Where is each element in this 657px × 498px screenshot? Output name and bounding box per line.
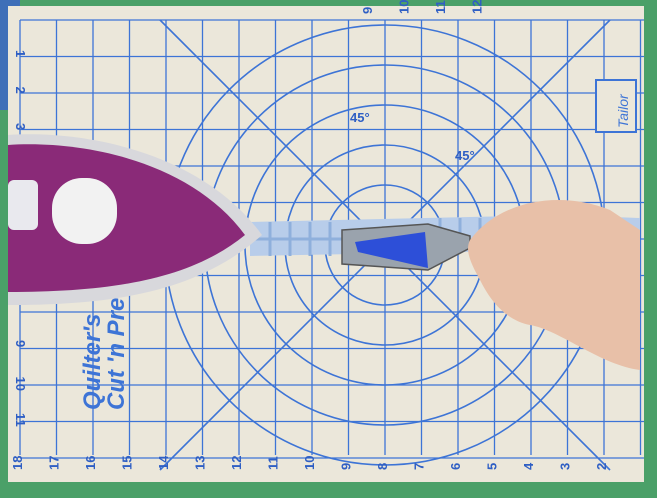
logo: Tailor: [615, 93, 631, 128]
bottom-ruler-number: 4: [521, 462, 536, 470]
left-ruler-number: 2: [13, 87, 28, 94]
bottom-ruler-number: 8: [375, 463, 390, 470]
left-ruler-number: 10: [13, 377, 28, 391]
top-ruler-number: 11: [433, 0, 448, 14]
bottom-ruler-number: 12: [229, 456, 244, 470]
left-ruler-number: 11: [13, 413, 28, 427]
bias-maker-handle: [355, 232, 428, 268]
bottom-ruler-number: 5: [485, 463, 500, 470]
top-ruler-number: 12: [470, 0, 485, 14]
bottom-ruler-number: 16: [83, 456, 98, 470]
left-ruler-number: 9: [13, 340, 28, 347]
bottom-ruler-number: 17: [47, 456, 62, 470]
bottom-ruler-number: 6: [448, 463, 463, 470]
hand: [468, 200, 640, 370]
left-ruler-number: 1: [13, 50, 28, 57]
brand-line: Quilter's: [79, 314, 106, 410]
bottom-ruler-number: 14: [156, 455, 171, 470]
bottom-ruler-number: 18: [10, 456, 25, 470]
iron-body: [8, 144, 245, 292]
bottom-ruler-number: 2: [594, 463, 609, 470]
bottom-ruler-number: 7: [412, 463, 427, 470]
logo-box: [595, 79, 637, 133]
bottom-ruler-number: 3: [558, 463, 573, 470]
bottom-ruler-number: 10: [302, 456, 317, 470]
iron-button: [8, 180, 38, 230]
brand-text: Quilter's Cut 'n Pres: [79, 284, 130, 410]
top-ruler-number: 9: [360, 7, 375, 14]
bottom-ruler-number: 11: [266, 456, 281, 470]
brand-line: Cut 'n Pres: [103, 284, 130, 410]
bottom-ruler-number: 9: [339, 463, 354, 470]
left-ruler-number: 3: [13, 123, 28, 130]
angle-label: 45°: [455, 148, 475, 163]
bottom-ruler-number: 15: [120, 456, 135, 470]
iron-dial: [52, 178, 117, 244]
top-ruler-number: 10: [397, 0, 412, 14]
angle-label: 45°: [350, 110, 370, 125]
bottom-ruler-number: 13: [193, 456, 208, 470]
